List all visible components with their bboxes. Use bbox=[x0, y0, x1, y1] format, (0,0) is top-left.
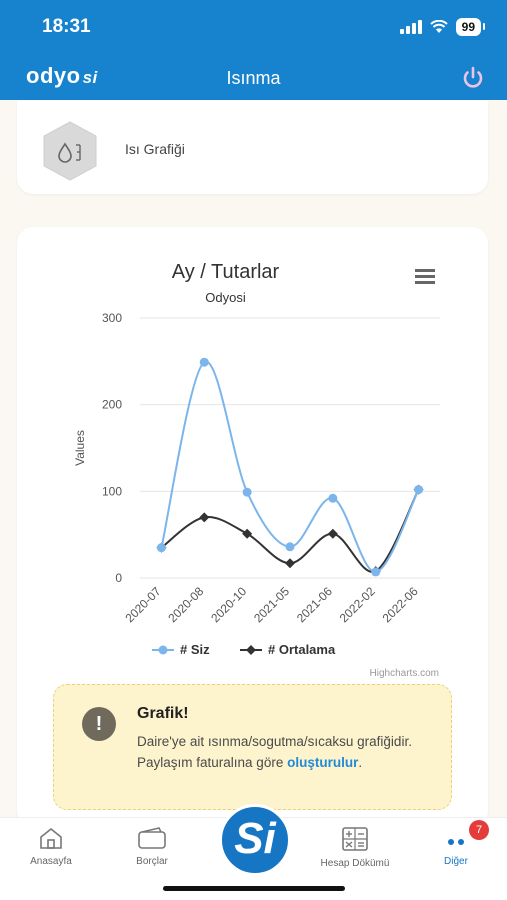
battery-indicator: 99 bbox=[455, 18, 486, 36]
tab-debts-label: Borçlar bbox=[136, 856, 168, 867]
data-point-siz[interactable] bbox=[242, 487, 252, 497]
series-line-siz bbox=[160, 361, 420, 573]
status-icons: 99 bbox=[399, 18, 486, 36]
nav-bar: odyo si Isınma bbox=[0, 56, 507, 100]
wallet-icon bbox=[138, 827, 166, 849]
power-icon[interactable] bbox=[459, 64, 487, 92]
home-indicator bbox=[163, 886, 345, 891]
exclamation-icon: ! bbox=[82, 707, 116, 741]
data-point-siz[interactable] bbox=[328, 493, 338, 503]
tab-statement-label: Hesap Dökümü bbox=[320, 858, 390, 869]
heat-graph-card[interactable]: Isı Grafiği bbox=[17, 100, 488, 194]
logo-suffix: si bbox=[82, 68, 98, 87]
status-time: 18:31 bbox=[42, 16, 91, 37]
tab-debts[interactable]: Borçlar bbox=[107, 826, 197, 867]
more-dots-icon bbox=[448, 839, 464, 845]
x-tick-label: 2020-07 bbox=[123, 584, 164, 625]
y-tick-label: 200 bbox=[102, 398, 122, 412]
y-tick-label: 0 bbox=[115, 571, 122, 585]
data-point-siz[interactable] bbox=[285, 542, 295, 552]
logo-text: odyo bbox=[26, 63, 81, 88]
tab-statement[interactable]: Hesap Dökümü bbox=[310, 826, 400, 869]
calculator-icon bbox=[342, 827, 368, 851]
heat-drop-icon bbox=[43, 121, 97, 181]
wifi-icon bbox=[429, 20, 448, 33]
page-title: Isınma bbox=[226, 68, 281, 88]
x-tick-label: 2020-08 bbox=[165, 584, 206, 625]
tab-home[interactable]: Anasayfa bbox=[6, 826, 96, 867]
data-point-siz[interactable] bbox=[199, 357, 209, 367]
data-point-siz[interactable] bbox=[156, 543, 166, 553]
heat-graph-label: Isı Grafiği bbox=[125, 141, 185, 157]
x-tick-label: 2021-05 bbox=[251, 584, 292, 625]
info-alert: ! Grafik! Daire'ye ait ısınma/sogutma/sı… bbox=[53, 684, 452, 810]
data-point-ortalama[interactable] bbox=[199, 512, 210, 523]
data-point-ortalama[interactable] bbox=[285, 558, 295, 569]
alert-text: Daire'ye ait ısınma/sogutma/sıcaksu graf… bbox=[137, 734, 412, 770]
tab-home-label: Anasayfa bbox=[30, 856, 72, 867]
highcharts-credit[interactable]: Highcharts.com bbox=[369, 668, 439, 679]
legend-label-siz[interactable]: # Siz bbox=[180, 642, 210, 657]
signal-icon bbox=[399, 20, 422, 34]
hamburger-menu-icon[interactable] bbox=[413, 266, 437, 286]
x-tick-label: 2020-10 bbox=[208, 584, 249, 625]
y-tick-label: 300 bbox=[102, 311, 122, 325]
home-icon bbox=[40, 827, 62, 849]
data-point-ortalama[interactable] bbox=[242, 528, 253, 539]
chart-subtitle: Odyosi bbox=[205, 290, 246, 305]
status-bar: 18:31 99 bbox=[0, 0, 507, 56]
tab-center-logo[interactable]: Si bbox=[219, 804, 291, 876]
y-tick-label: 100 bbox=[102, 484, 122, 498]
alert-suffix: . bbox=[358, 755, 363, 770]
x-tick-label: 2022-06 bbox=[380, 584, 421, 625]
tab-other[interactable]: Diğer 7 bbox=[411, 820, 501, 867]
data-point-siz[interactable] bbox=[371, 567, 381, 577]
data-point-siz[interactable] bbox=[414, 485, 424, 495]
notification-badge: 7 bbox=[469, 820, 489, 840]
app-logo: odyo si bbox=[26, 63, 98, 89]
data-point-ortalama[interactable] bbox=[327, 528, 338, 539]
chart-title: Ay / Tutarlar bbox=[171, 261, 280, 283]
legend-marker-ortalama[interactable] bbox=[246, 645, 256, 655]
y-axis-label: Values bbox=[73, 430, 87, 466]
x-tick-label: 2021-06 bbox=[294, 584, 335, 625]
alert-title: Grafik! bbox=[137, 705, 189, 722]
alert-body: Daire'ye ait ısınma/sogutma/sıcaksu graf… bbox=[137, 731, 437, 773]
legend-marker-siz[interactable] bbox=[158, 645, 168, 655]
x-tick-label: 2022-02 bbox=[337, 584, 378, 625]
alert-link[interactable]: oluşturulur bbox=[287, 755, 359, 770]
tab-other-label: Diğer bbox=[444, 856, 468, 867]
legend-label-ortalama[interactable]: # Ortalama bbox=[268, 642, 336, 657]
